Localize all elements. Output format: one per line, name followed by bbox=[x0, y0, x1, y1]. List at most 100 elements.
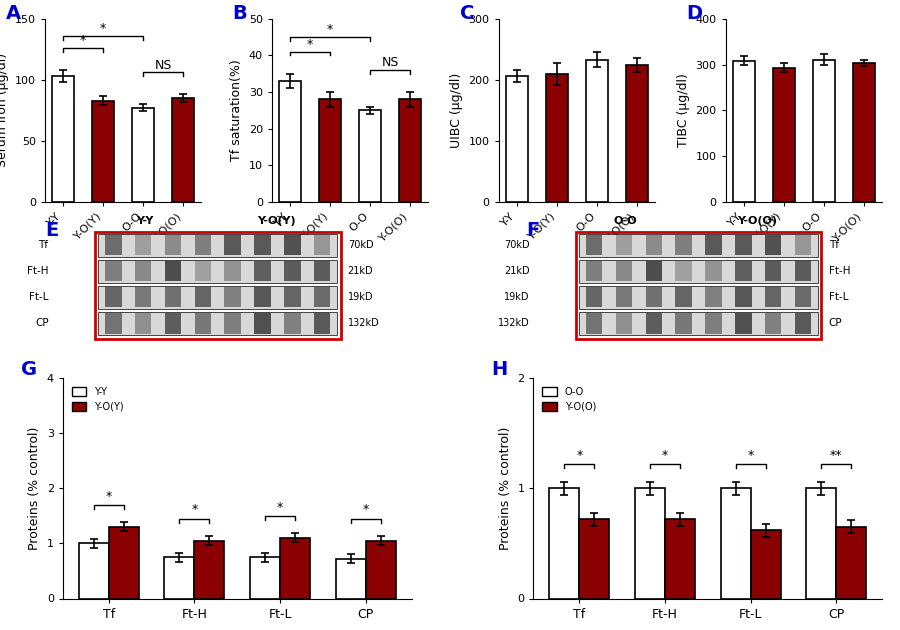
Y-axis label: TIBC (μg/dl): TIBC (μg/dl) bbox=[677, 73, 689, 147]
Bar bbox=[676, 313, 692, 333]
Text: *: * bbox=[662, 449, 668, 462]
Bar bbox=[280, 538, 310, 598]
Bar bbox=[735, 287, 752, 307]
Bar bbox=[795, 261, 811, 282]
Bar bbox=[836, 527, 866, 598]
Bar bbox=[194, 287, 211, 307]
Bar bbox=[194, 541, 224, 598]
Text: 132kD: 132kD bbox=[347, 318, 380, 328]
Bar bbox=[576, 232, 822, 340]
Bar bbox=[135, 235, 151, 255]
Bar bbox=[580, 519, 609, 598]
Bar bbox=[676, 261, 692, 282]
Text: 70kD: 70kD bbox=[347, 240, 374, 250]
Bar bbox=[586, 287, 602, 307]
Bar bbox=[580, 260, 818, 283]
Text: C: C bbox=[460, 4, 474, 23]
Text: *: * bbox=[363, 503, 369, 517]
Bar bbox=[676, 235, 692, 255]
Text: 19kD: 19kD bbox=[347, 292, 374, 302]
Text: NS: NS bbox=[382, 56, 399, 69]
Bar bbox=[224, 287, 241, 307]
Bar bbox=[165, 235, 181, 255]
Text: G: G bbox=[22, 360, 37, 379]
Bar bbox=[336, 559, 365, 598]
Bar bbox=[194, 235, 211, 255]
Text: 19kD: 19kD bbox=[504, 292, 529, 302]
Bar bbox=[255, 287, 271, 307]
Bar bbox=[706, 287, 722, 307]
Text: B: B bbox=[233, 4, 248, 23]
Bar bbox=[314, 261, 330, 282]
Text: O-O: O-O bbox=[614, 216, 637, 226]
Bar bbox=[645, 313, 662, 333]
Text: 21kD: 21kD bbox=[347, 266, 374, 276]
Bar bbox=[806, 488, 836, 598]
Bar bbox=[365, 541, 396, 598]
Bar bbox=[645, 261, 662, 282]
Text: 132kD: 132kD bbox=[498, 318, 529, 328]
Text: CP: CP bbox=[35, 318, 49, 328]
Bar bbox=[172, 98, 194, 202]
Bar bbox=[616, 235, 632, 255]
Bar bbox=[165, 313, 181, 333]
Bar bbox=[506, 76, 527, 202]
Bar bbox=[400, 100, 421, 202]
Bar bbox=[250, 557, 280, 598]
Bar bbox=[224, 235, 241, 255]
Y-axis label: Proteins (% control): Proteins (% control) bbox=[28, 427, 41, 550]
Text: D: D bbox=[687, 4, 703, 23]
Bar bbox=[765, 235, 781, 255]
Text: CP: CP bbox=[829, 318, 842, 328]
Bar bbox=[132, 108, 154, 202]
Bar bbox=[105, 261, 122, 282]
Bar bbox=[795, 235, 811, 255]
Bar bbox=[52, 76, 74, 202]
Text: Ft-H: Ft-H bbox=[829, 266, 850, 276]
Bar bbox=[795, 313, 811, 333]
Bar bbox=[224, 261, 241, 282]
Text: Tf: Tf bbox=[39, 240, 49, 250]
Bar bbox=[279, 81, 301, 202]
Bar bbox=[194, 261, 211, 282]
Y-axis label: UIBC (μg/dl): UIBC (μg/dl) bbox=[450, 72, 463, 148]
Bar bbox=[284, 235, 301, 255]
Y-axis label: Serum iron (μg/dl): Serum iron (μg/dl) bbox=[0, 53, 9, 168]
Bar bbox=[795, 287, 811, 307]
Bar bbox=[751, 530, 780, 598]
Text: H: H bbox=[491, 360, 508, 379]
Bar bbox=[765, 287, 781, 307]
Bar bbox=[105, 287, 122, 307]
Bar bbox=[98, 286, 338, 309]
Bar bbox=[765, 313, 781, 333]
Text: NS: NS bbox=[155, 59, 172, 72]
Bar bbox=[735, 313, 752, 333]
Bar bbox=[586, 60, 608, 202]
Bar bbox=[586, 235, 602, 255]
Text: E: E bbox=[45, 220, 58, 239]
Bar bbox=[773, 68, 795, 202]
Y-axis label: Proteins (% control): Proteins (% control) bbox=[499, 427, 512, 550]
Text: *: * bbox=[277, 501, 284, 513]
Bar bbox=[98, 234, 338, 257]
Bar bbox=[284, 287, 301, 307]
Bar bbox=[645, 235, 662, 255]
Text: 21kD: 21kD bbox=[504, 266, 529, 276]
Bar bbox=[98, 312, 338, 335]
Text: *: * bbox=[192, 503, 198, 517]
Bar bbox=[319, 100, 341, 202]
Bar bbox=[616, 261, 632, 282]
Text: Y-O(Y): Y-O(Y) bbox=[257, 216, 296, 226]
Text: Y-O(O): Y-O(O) bbox=[737, 216, 778, 226]
Text: F: F bbox=[526, 220, 539, 239]
Bar bbox=[765, 261, 781, 282]
Text: *: * bbox=[747, 449, 753, 462]
Bar bbox=[105, 235, 122, 255]
Bar bbox=[79, 543, 109, 598]
Bar bbox=[853, 63, 875, 202]
Text: Ft-L: Ft-L bbox=[829, 292, 848, 302]
Bar bbox=[94, 232, 340, 340]
Legend: Y-Y, Y-O(Y): Y-Y, Y-O(Y) bbox=[68, 383, 128, 416]
Legend: O-O, Y-O(O): O-O, Y-O(O) bbox=[538, 383, 600, 416]
Bar bbox=[733, 61, 755, 202]
